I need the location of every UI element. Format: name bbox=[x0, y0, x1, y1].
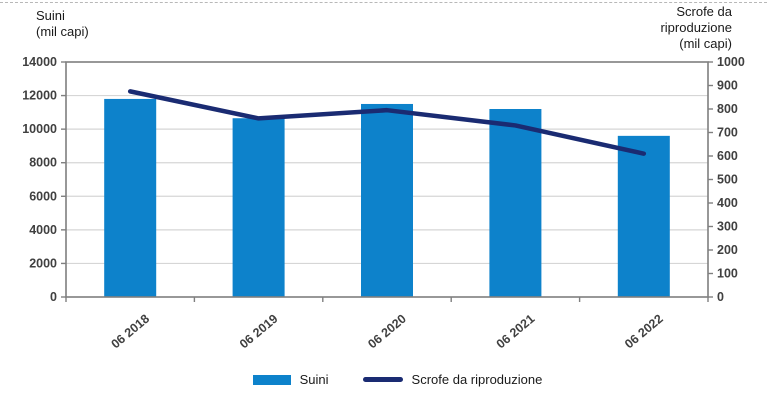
x-axis-label: 06 2020 bbox=[365, 312, 409, 352]
left-axis-tick-label: 6000 bbox=[29, 189, 57, 203]
right-axis-tick-label: 300 bbox=[717, 220, 738, 234]
right-axis-tick-label: 700 bbox=[717, 126, 738, 140]
left-axis-tick-label: 2000 bbox=[29, 256, 57, 270]
left-axis-tick-label: 0 bbox=[50, 290, 57, 304]
suini-bar bbox=[489, 109, 542, 297]
left-axis-tick-label: 12000 bbox=[22, 89, 57, 103]
right-axis-tick-label: 1000 bbox=[717, 55, 745, 69]
legend-scrofe-label: Scrofe da riproduzione bbox=[411, 372, 543, 387]
right-axis-tick-label: 400 bbox=[717, 196, 738, 210]
right-axis-title: Scrofe da riproduzione (mil capi) bbox=[660, 4, 732, 51]
right-axis-tick-label: 0 bbox=[717, 290, 724, 304]
x-axis-label: 06 2019 bbox=[237, 312, 281, 352]
top-dashed-rule bbox=[0, 2, 767, 3]
legend-item-suini: Suini bbox=[252, 372, 329, 387]
legend: Suini Scrofe da riproduzione bbox=[14, 372, 767, 387]
legend-scrofe-swatch bbox=[362, 377, 403, 382]
left-axis-tick-label: 10000 bbox=[22, 122, 57, 136]
suini-bar bbox=[361, 103, 413, 297]
suini-bar bbox=[104, 98, 157, 297]
x-axis-label: 06 2022 bbox=[622, 312, 666, 352]
left-axis-tick-label: 4000 bbox=[29, 223, 57, 237]
right-axis-tick-label: 500 bbox=[717, 173, 738, 187]
suini-bar bbox=[617, 135, 670, 297]
x-axis-label: 06 2018 bbox=[109, 312, 153, 352]
legend-suini-label: Suini bbox=[299, 372, 329, 387]
left-axis-tick-label: 8000 bbox=[29, 156, 57, 170]
right-axis-tick-label: 200 bbox=[717, 243, 738, 257]
left-axis-tick-label: 14000 bbox=[22, 55, 57, 69]
scrofe-line bbox=[127, 89, 647, 156]
x-axis-label: 06 2021 bbox=[494, 312, 538, 352]
suini-bar bbox=[232, 118, 285, 297]
right-axis-tick-label: 800 bbox=[717, 102, 738, 116]
left-axis-title: Suini (mil capi) bbox=[36, 8, 89, 39]
legend-suini-swatch bbox=[252, 374, 291, 385]
legend-item-scrofe: Scrofe da riproduzione bbox=[362, 372, 543, 387]
right-axis-tick-label: 100 bbox=[717, 267, 738, 281]
right-axis-tick-label: 900 bbox=[717, 79, 738, 93]
right-axis-tick-label: 600 bbox=[717, 149, 738, 163]
plot-area: 0 2000 4000 6000 8000 10000 12000 14000 0 100 200 3… bbox=[22, 55, 745, 352]
